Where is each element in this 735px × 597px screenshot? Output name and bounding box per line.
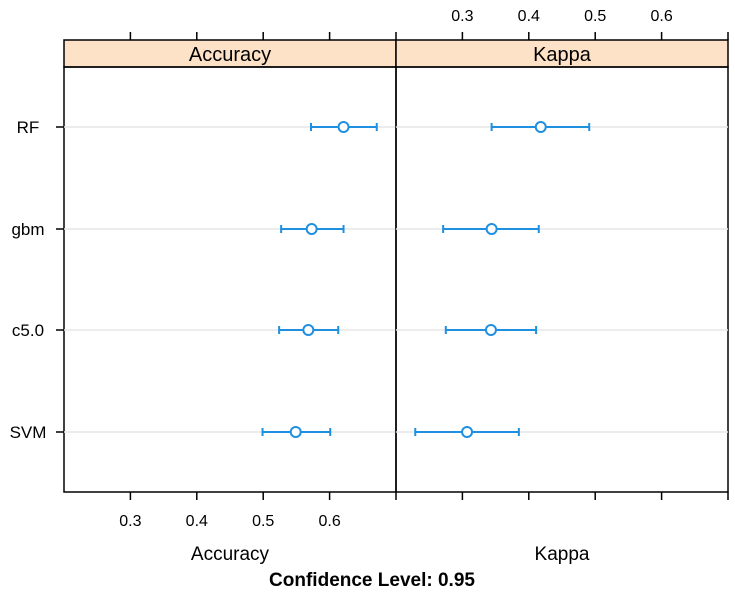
panel-accuracy: Accuracy 0.3 0.4 0.5 0.6 Accuracy [63, 32, 397, 565]
y-tick-label: c5.0 [12, 321, 44, 340]
ci-gbm [442, 223, 540, 235]
chart-footer: Confidence Level: 0.95 [269, 570, 475, 591]
panel-frame [395, 66, 729, 493]
point-estimate [302, 324, 315, 336]
point-estimate [289, 426, 302, 438]
panel-strip-title: Accuracy [189, 44, 271, 66]
point-estimate [484, 324, 497, 336]
ci-svm [414, 426, 520, 438]
point-estimate [534, 121, 547, 133]
x-tick-label: 0.3 [451, 8, 473, 25]
x-tick-label: 0.3 [119, 513, 141, 530]
x-tick-label: 0.4 [518, 8, 540, 25]
panel-strip [395, 39, 729, 68]
ci-gbm [280, 223, 345, 235]
point-estimate [305, 223, 318, 235]
ci-c50 [278, 324, 340, 336]
point-estimate [485, 223, 498, 235]
y-tick-label: gbm [11, 220, 44, 239]
x-tick-label: 0.6 [650, 8, 672, 25]
ci-rf [490, 121, 591, 133]
x-tick-label: 0.5 [252, 513, 274, 530]
point-estimate [461, 426, 474, 438]
x-axis-label: Accuracy [191, 544, 270, 565]
x-tick-label: 0.6 [318, 513, 340, 530]
x-axis-label: Kappa [535, 544, 590, 565]
ci-rf [310, 121, 378, 133]
ci-c50 [444, 324, 538, 336]
x-tick-label: 0.4 [186, 513, 208, 530]
point-estimate [337, 121, 350, 133]
y-tick-label: SVM [10, 423, 47, 442]
y-tick-label: RF [17, 118, 40, 137]
panel-kappa: Kappa 0.3 0.4 0.5 0.6 Kappa [395, 8, 729, 565]
panel-strip-title: Kappa [533, 44, 592, 66]
x-tick-label: 0.5 [584, 8, 606, 25]
ci-svm [261, 426, 332, 438]
panel-strip [63, 39, 397, 68]
